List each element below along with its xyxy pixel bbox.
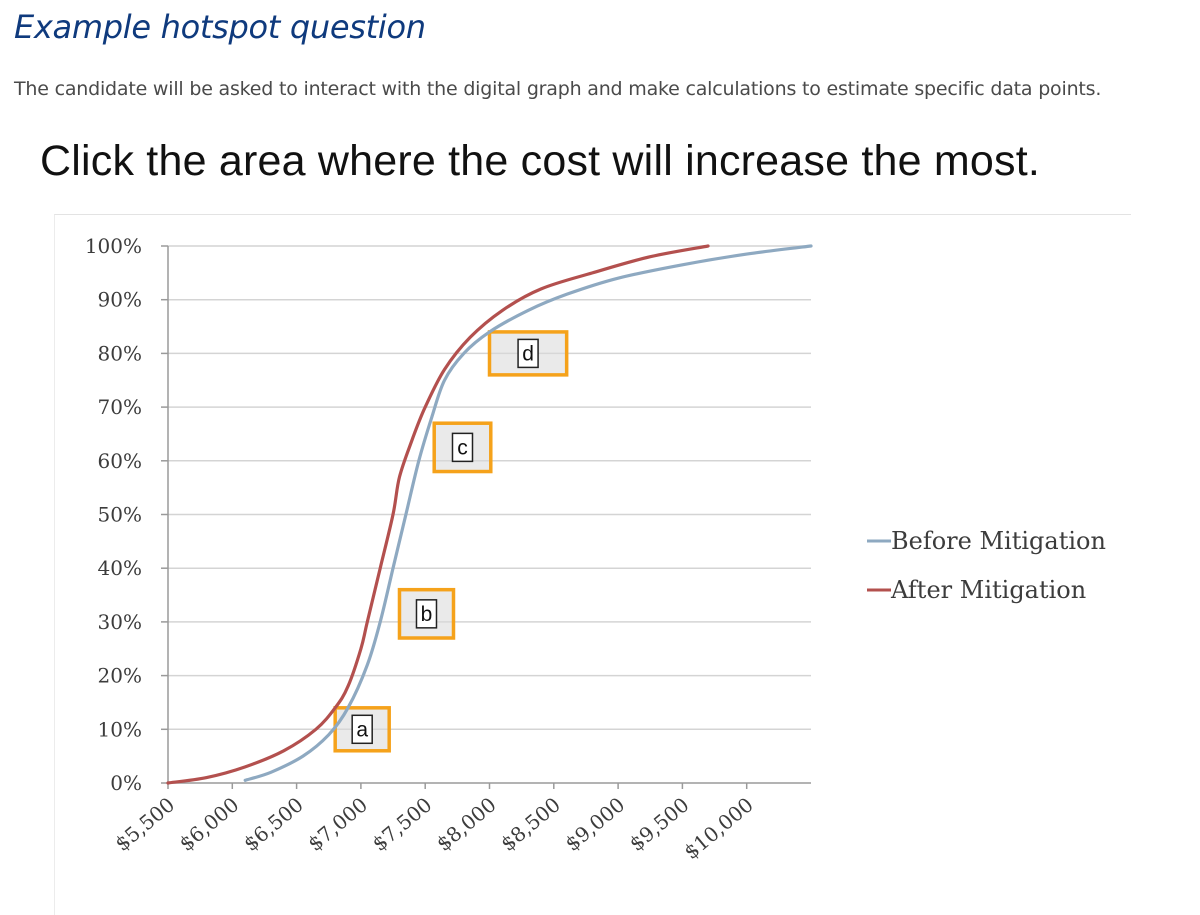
x-tick-label: $6,500 [239, 792, 308, 855]
hotspot-letter-box [517, 338, 539, 369]
hotspot-chart: 0% 10% 20% 30% 40% 50% 60% 70% 80% 90% 100% $5,500… [85, 234, 1106, 864]
chart-legend: Before Mitigation After Mitigation [867, 527, 1106, 604]
y-tick-label: 0% [110, 771, 142, 795]
y-tick-label: 70% [98, 395, 142, 419]
hotspot-letter-box [451, 432, 474, 463]
x-tick-label: $9,000 [560, 792, 629, 855]
x-tick-label: $5,500 [110, 792, 179, 855]
before-mitigation-line [243, 244, 813, 782]
y-tick-label: 20% [98, 664, 142, 688]
page-title: Example hotspot question [14, 8, 426, 46]
y-tick-label: 30% [98, 610, 142, 634]
question-prompt: Click the area where the cost will incre… [40, 137, 1041, 185]
x-tick-label: $10,000 [679, 792, 758, 864]
y-tick-label: 60% [98, 449, 142, 473]
x-tick-label: $8,000 [432, 792, 501, 855]
x-tick-label: $7,000 [303, 792, 372, 855]
y-tick-label: 40% [98, 556, 142, 580]
legend-label: After Mitigation [890, 576, 1086, 604]
legend-label: Before Mitigation [891, 527, 1106, 555]
x-tick-label: $8,500 [496, 792, 565, 855]
after-mitigation-line [166, 244, 710, 785]
y-axis-ticks: 0% 10% 20% 30% 40% 50% 60% 70% 80% 90% 100% [85, 234, 168, 795]
y-tick-label: 10% [98, 717, 142, 741]
chart-frame: 0% 10% 20% 30% 40% 50% 60% 70% 80% 90% 100% $5,500… [54, 214, 1131, 915]
x-axis-ticks: $5,500$6,000$6,500$7,000$7,500$8,000$8,5… [110, 783, 758, 864]
hotspot-letter: b [421, 603, 433, 626]
hotspot-letter: c [457, 436, 468, 459]
x-tick-label: $7,500 [367, 792, 436, 855]
hotspot-layer[interactable] [333, 330, 569, 753]
page-intro: The candidate will be asked to interact … [14, 78, 1102, 100]
hotspot-labels: a b c d [351, 338, 539, 745]
y-tick-label: 80% [98, 341, 142, 365]
hotspot-letter: d [522, 342, 534, 365]
y-tick-label: 90% [98, 288, 142, 312]
hotspot-letter: a [356, 718, 368, 741]
hotspot-letter-box [415, 599, 438, 629]
hotspot-letter-box [351, 714, 373, 745]
y-tick-label: 100% [85, 234, 142, 258]
series-lines [166, 244, 813, 785]
x-tick-label: $6,000 [174, 792, 243, 855]
y-tick-label: 50% [98, 503, 142, 527]
